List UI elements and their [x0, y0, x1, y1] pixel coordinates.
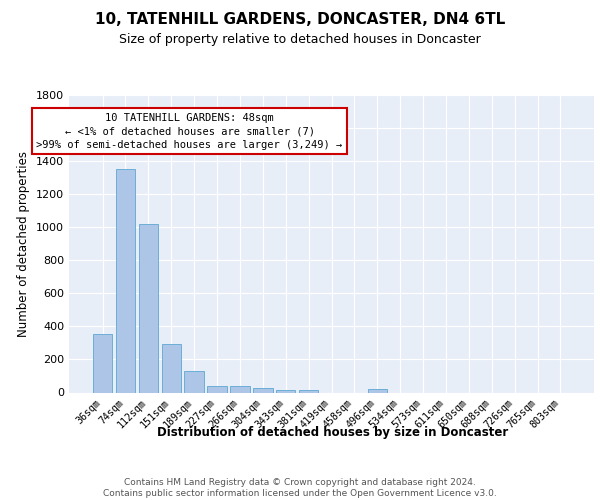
- Bar: [93, 334, 112, 392]
- Bar: [368, 389, 387, 392]
- Text: Distribution of detached houses by size in Doncaster: Distribution of detached houses by size …: [157, 426, 509, 439]
- Bar: [184, 371, 204, 392]
- Bar: [116, 168, 135, 392]
- Bar: [299, 390, 319, 392]
- Bar: [253, 388, 272, 392]
- Text: Size of property relative to detached houses in Doncaster: Size of property relative to detached ho…: [119, 32, 481, 46]
- Y-axis label: Number of detached properties: Number of detached properties: [17, 151, 31, 337]
- Bar: [208, 386, 227, 392]
- Bar: [276, 390, 295, 392]
- Text: 10 TATENHILL GARDENS: 48sqm
← <1% of detached houses are smaller (7)
>99% of sem: 10 TATENHILL GARDENS: 48sqm ← <1% of det…: [37, 113, 343, 150]
- Bar: [230, 386, 250, 392]
- Text: Contains HM Land Registry data © Crown copyright and database right 2024.
Contai: Contains HM Land Registry data © Crown c…: [103, 478, 497, 498]
- Text: 10, TATENHILL GARDENS, DONCASTER, DN4 6TL: 10, TATENHILL GARDENS, DONCASTER, DN4 6T…: [95, 12, 505, 28]
- Bar: [161, 344, 181, 392]
- Bar: [139, 224, 158, 392]
